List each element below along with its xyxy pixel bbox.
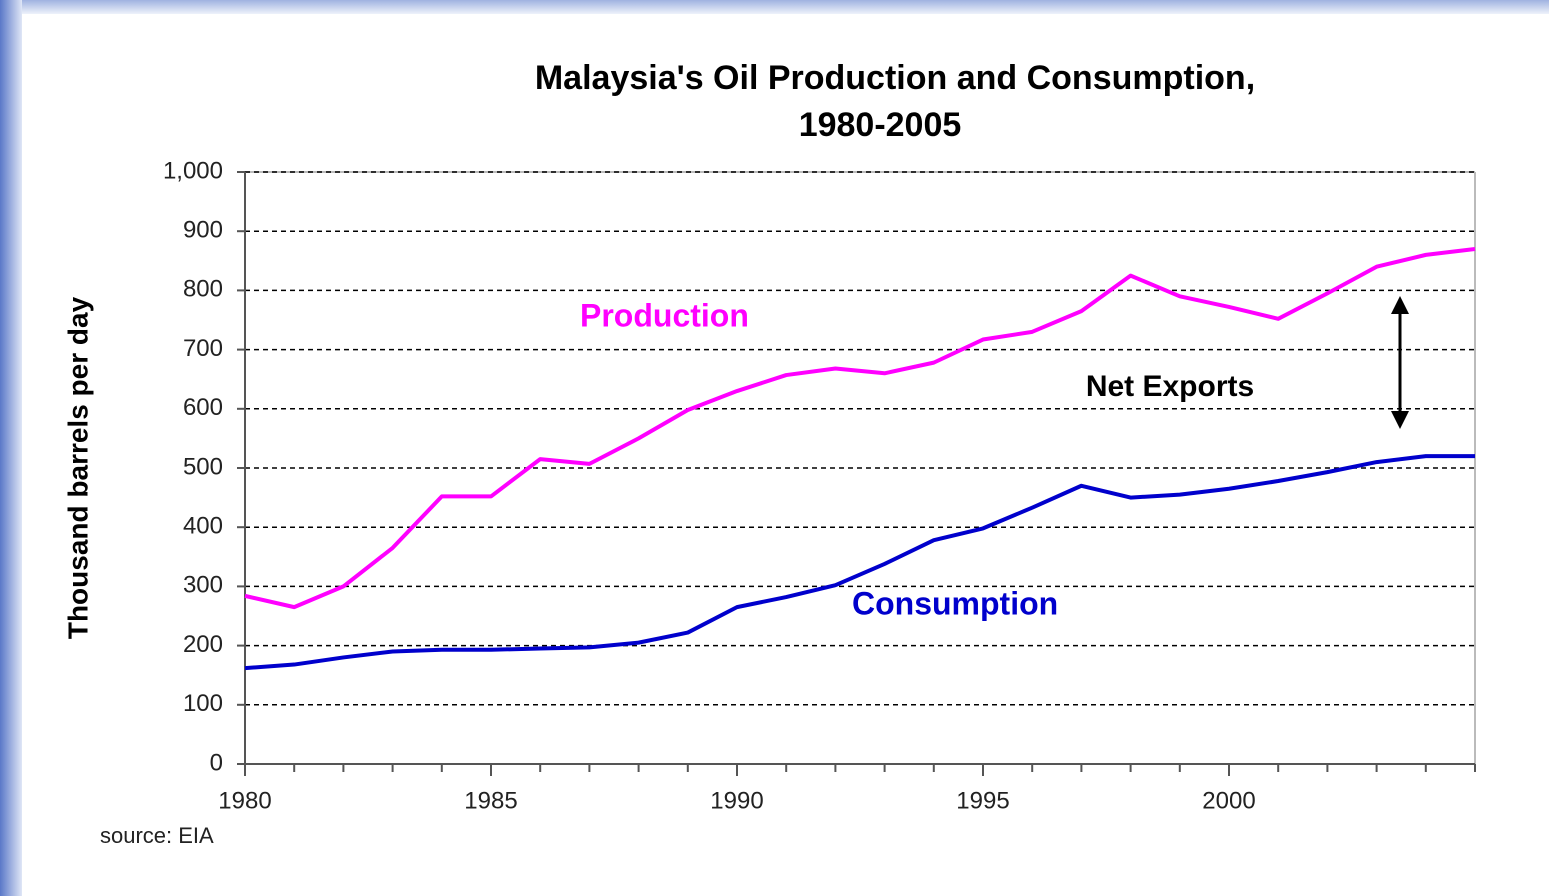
- y-axis-label: Thousand barrels per day: [62, 296, 93, 639]
- y-tick-label: 500: [183, 453, 223, 480]
- series-line: [244, 246, 1476, 610]
- y-tick-label: 1,000: [163, 157, 223, 184]
- slide-top-band: [0, 0, 1549, 14]
- series-label: Production: [580, 297, 749, 333]
- series-line: [244, 454, 1475, 671]
- y-tick-label: 900: [183, 217, 223, 244]
- y-tick-label: 600: [183, 394, 223, 421]
- annotation: Net Exports: [1086, 370, 1254, 403]
- y-tick-label: 100: [183, 690, 223, 717]
- series-label: Consumption: [852, 585, 1058, 621]
- y-tick-label: 800: [183, 276, 223, 303]
- x-tick-label: 1985: [464, 787, 517, 814]
- x-tick-label: 1995: [956, 787, 1009, 814]
- x-tick-label: 1980: [218, 787, 271, 814]
- y-tick-label: 200: [183, 631, 223, 658]
- source-note: source: EIA: [100, 823, 214, 848]
- y-tick-label: 0: [210, 749, 223, 776]
- x-tick-label: 1990: [710, 787, 763, 814]
- x-tick-label: 2000: [1202, 787, 1255, 814]
- y-tick-label: 400: [183, 513, 223, 540]
- chart-title: Malaysia's Oil Production and Consumptio…: [535, 59, 1255, 97]
- chart-title: 1980-2005: [799, 106, 962, 144]
- y-tick-label: 300: [183, 572, 223, 599]
- slide-left-band: [0, 0, 22, 896]
- y-tick-label: 700: [183, 335, 223, 362]
